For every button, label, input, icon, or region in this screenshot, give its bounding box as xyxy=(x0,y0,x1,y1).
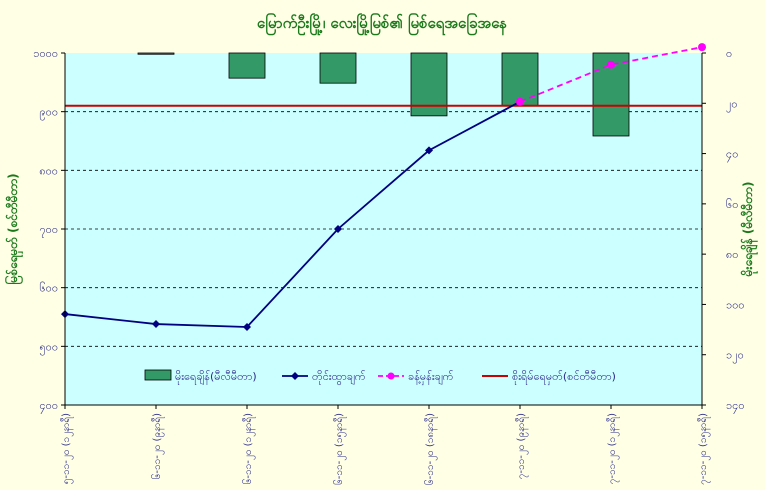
left-tick-label: ၆၀၀ xyxy=(39,282,58,295)
right-tick-label: ၁၀၀ xyxy=(726,298,745,311)
forecast-point xyxy=(607,60,615,69)
x-ticks: ၅-၁၁-၂၀ (၁၂နာရီ) ၆-၁၁-၂၀ (၉နာရီ) ၆-၁၁-၂၀ (… xyxy=(59,405,711,485)
legend-label: မိုးရေချိန်(မီလီမီတာ) xyxy=(175,370,257,385)
left-y-ticks: ၄၀၀ ၅၀၀ ၆၀၀ ၇၀၀ ၈၀၀ ၉၀၀ ၁၀၀၀ xyxy=(33,47,65,414)
measured-line xyxy=(64,100,521,328)
rainfall-bar xyxy=(319,52,357,84)
right-tick-label: ၈၀ xyxy=(726,248,738,261)
chart-title: မြောက်ဦးမြို့၊ လေးမြို့မြစ်၏ မြစ်ရေအခြေအ… xyxy=(257,12,507,36)
right-tick-label: ၂၀ xyxy=(726,97,738,112)
forecast-point xyxy=(698,43,706,52)
x-tick-label: ၆-၁၁-၂၀ (၉နာရီ) xyxy=(150,413,165,479)
forecast-line xyxy=(519,46,703,103)
right-tick-label: ၁၄၀ xyxy=(726,399,745,414)
left-tick-label: ၄၀၀ xyxy=(39,399,58,414)
measured-point xyxy=(152,320,160,329)
left-axis-label: မြစ်ရေမှတ် (စင်တီမီတာ) xyxy=(3,173,24,284)
x-tick-label: ၅-၁၁-၂၀ (၁၂နာရီ) xyxy=(59,413,74,484)
x-tick-label: ၆-၁၁-၂၀ (၁၅နာရီ) xyxy=(332,413,347,485)
measured-point xyxy=(334,225,342,233)
right-tick-label: ၆၀ xyxy=(726,198,738,211)
rainfall-bar xyxy=(137,52,175,55)
legend-swatch-rainfall xyxy=(144,369,172,381)
x-tick-label: ၆-၁၁-၂၀ (၁၈နာရီ) xyxy=(423,413,438,485)
x-tick-label: ၆-၁၁-၂၀ (၁၂နာရီ) xyxy=(241,413,256,484)
legend-marker-measured xyxy=(291,372,299,380)
line-series xyxy=(61,43,706,331)
right-axis-label: မိုးရေချိန် (မီလီမီတာ) xyxy=(739,182,759,278)
right-tick-label: ၀ xyxy=(726,47,732,60)
x-tick-label: ၇-၁၁-၂၀ (၁၂နာရီ) xyxy=(605,413,620,484)
legend-marker-forecast xyxy=(387,372,395,380)
legend-label: စိုးရိမ်ရေမှတ်(စင်တီမီတာ) xyxy=(512,370,616,385)
measured-point xyxy=(425,146,433,155)
forecast-point xyxy=(516,97,524,106)
rainfall-bar xyxy=(228,52,266,79)
legend-label: တိုင်းထွာချက် xyxy=(312,370,366,385)
left-tick-label: ၅၀၀ xyxy=(39,340,58,355)
left-tick-label: ၉၀၀ xyxy=(39,106,58,121)
right-tick-label: ၁၂၀ xyxy=(726,349,744,364)
x-tick-label: ၇-၁၁-၂၀ (၁၅နာရီ) xyxy=(696,413,711,485)
left-tick-label: ၁၀၀၀ xyxy=(33,47,58,60)
left-tick-label: ၈၀၀ xyxy=(39,164,58,177)
x-tick-label: ၇-၁၁-၂၀ (၉နာရီ) xyxy=(514,413,529,479)
legend-label: ခန့်မှန်းချက် xyxy=(408,370,454,385)
legend: မိုးရေချိန်(မီလီမီတာ) တိုင်းထွာချက် ခန့်မှ… xyxy=(144,369,616,385)
measured-point xyxy=(243,322,251,331)
left-tick-label: ၇၀၀ xyxy=(39,223,58,238)
right-tick-label: ၄၀ xyxy=(726,148,738,163)
